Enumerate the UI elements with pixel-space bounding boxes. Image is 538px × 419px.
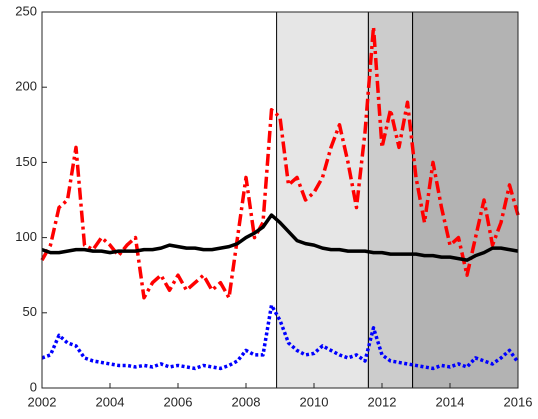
x-tick-label: 2012 xyxy=(368,394,397,409)
y-tick-label: 0 xyxy=(30,379,37,394)
shading xyxy=(276,11,519,389)
y-tick-label: 250 xyxy=(15,3,37,18)
y-tick-label: 200 xyxy=(15,79,37,94)
shaded-region xyxy=(412,11,519,389)
series-line xyxy=(40,25,520,300)
y-tick-label: 150 xyxy=(15,154,37,169)
x-tick-label: 2014 xyxy=(436,394,465,409)
x-tick-label: 2002 xyxy=(28,394,57,409)
y-tick-label: 50 xyxy=(23,304,37,319)
y-tick-label: 100 xyxy=(15,229,37,244)
plot-lines xyxy=(40,25,520,371)
series-line xyxy=(41,303,520,371)
x-tick-label: 2010 xyxy=(300,394,329,409)
x-tick-label: 2016 xyxy=(504,394,533,409)
x-tick-label: 2004 xyxy=(96,394,125,409)
ticks: 0 50 100 150 200 250 2002 2004 2006 2008 2010 2012 2… xyxy=(15,3,532,409)
x-tick-label: 2008 xyxy=(232,394,261,409)
series-line xyxy=(41,213,519,262)
shaded-region xyxy=(276,11,369,389)
x-tick-label: 2006 xyxy=(164,394,193,409)
axes-box xyxy=(41,11,519,389)
